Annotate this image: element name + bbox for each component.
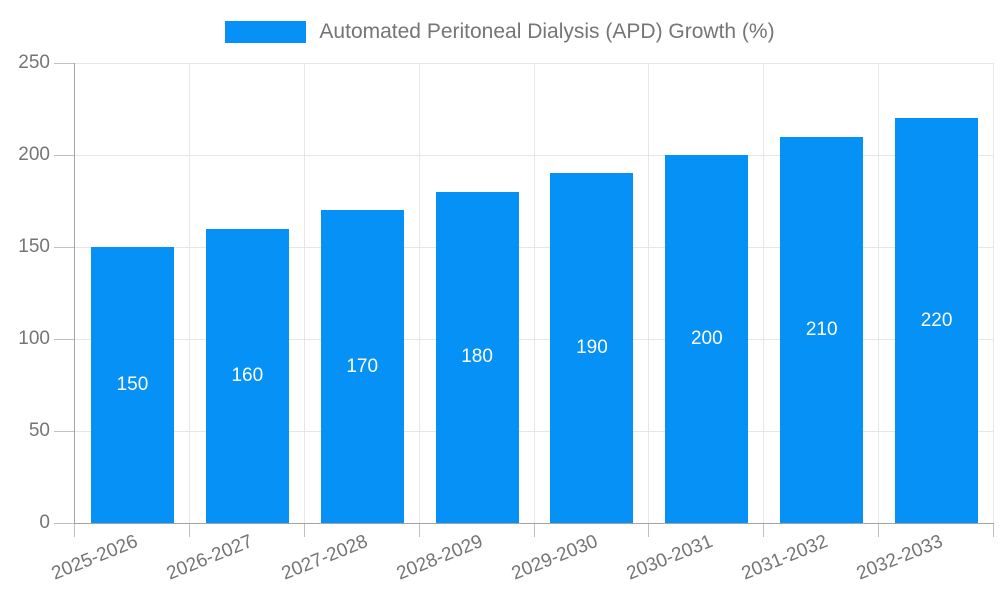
x-tickmark [878,524,879,537]
x-tickmark [304,524,305,537]
v-gridline [189,63,190,523]
v-gridline [419,63,420,523]
bar: 210 [780,136,864,523]
x-tick-label: 2026-2027 [164,531,257,585]
bar-value-label: 210 [805,318,838,340]
y-tick-label: 50 [28,420,50,441]
legend: Automated Peritoneal Dialysis (APD) Grow… [0,21,1000,43]
x-tickmark [534,524,535,537]
bar-value-label: 170 [346,355,379,377]
x-tick-label: 2027-2028 [278,531,372,585]
x-tickmark [189,524,190,537]
x-tick-label: 2031-2032 [738,531,831,585]
bar-value-label: 190 [576,337,608,359]
y-tickmark [54,339,74,340]
bar-value-label: 180 [461,346,493,368]
v-gridline [993,63,994,523]
v-gridline [763,63,764,523]
y-tick-label: 0 [39,512,50,533]
x-tickmark [993,524,994,537]
x-tickmark [763,524,764,537]
x-tick-label: 2029-2030 [508,531,601,585]
bar: 180 [435,191,519,523]
y-tick-label: 250 [18,52,50,73]
bar-value-label: 220 [920,309,953,331]
v-gridline [304,63,305,523]
y-tickmark [54,247,74,248]
legend-swatch-icon [225,21,307,43]
y-tickmark [54,155,74,156]
y-tick-label: 150 [18,236,50,257]
x-tick-label: 2025-2026 [49,531,142,585]
y-tick-label: 100 [18,328,50,349]
bar: 200 [665,155,749,523]
bar: 160 [205,228,289,523]
legend-label: Automated Peritoneal Dialysis (APD) Grow… [319,20,775,43]
x-tickmark [648,524,649,537]
bar-value-label: 150 [116,374,149,395]
bar-value-label: 200 [690,328,723,349]
x-tickmark [419,524,420,537]
y-tickmark [54,431,74,432]
x-tickmark [74,524,75,537]
plot-area: 150 160 170 180 190 200 210 220 [74,63,994,524]
y-tickmark [54,63,74,64]
bar: 220 [895,118,979,523]
bar: 190 [550,173,634,523]
y-tickmark [54,523,74,524]
x-tick-label: 2030-2031 [623,531,716,585]
y-tick-label: 200 [18,144,50,165]
x-tick-label: 2028-2029 [393,531,486,585]
bar: 170 [320,210,404,523]
x-tick-label: 2032-2033 [853,531,946,585]
v-gridline [648,63,649,523]
bar-value-label: 160 [231,364,264,386]
v-gridline [534,63,535,523]
v-gridline [878,63,879,523]
bar: 150 [90,247,174,523]
